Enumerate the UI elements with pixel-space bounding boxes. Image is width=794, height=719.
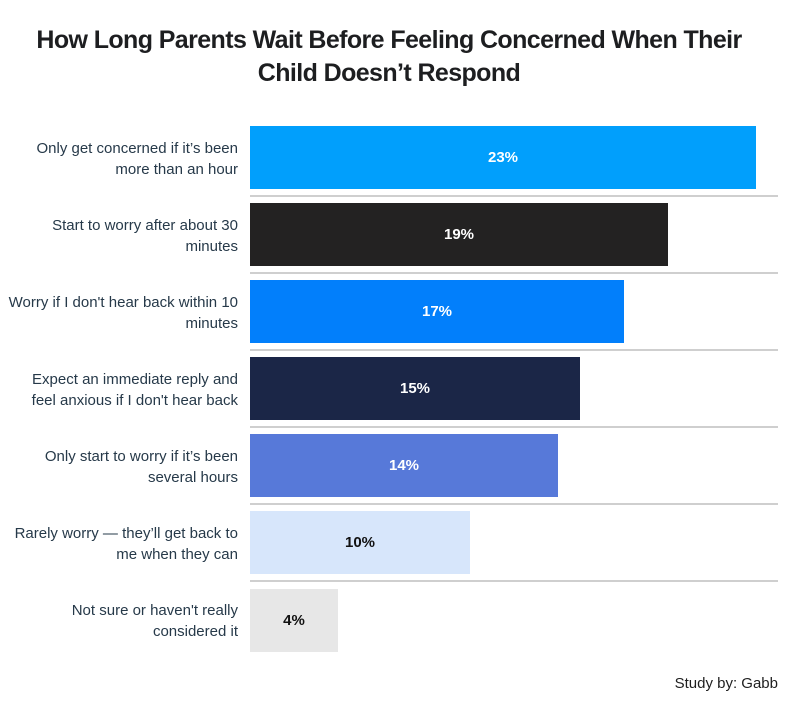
row-plot-area: 10% [250,505,778,582]
bar-chart: Only get concerned if it’s been more tha… [0,120,778,659]
row-plot-area: 14% [250,428,778,505]
value-label: 15% [399,380,431,397]
bar: 23% [250,126,756,189]
chart-title: How Long Parents Wait Before Feeling Con… [36,26,742,87]
bar-row: Rarely worry — they’ll get back to me wh… [0,505,778,582]
bar-row: Start to worry after about 30 minutes 19… [0,197,778,274]
bar-row: Not sure or haven't really considered it… [0,582,778,659]
category-label: Not sure or haven't really considered it [71,601,238,640]
row-plot-area: 19% [250,197,778,274]
bar-row: Worry if I don't hear back within 10 min… [0,274,778,351]
value-label: 14% [388,457,420,474]
bar: 15% [250,357,580,420]
value-label: 10% [344,534,376,551]
category-label: Expect an immediate reply and feel anxio… [31,370,238,409]
category-label: Only start to worry if it’s been several… [44,447,238,486]
row-plot-area: 4% [250,582,778,659]
bar: 14% [250,434,558,497]
bar: 10% [250,511,470,574]
category-label: Only get concerned if it’s been more tha… [36,139,238,178]
value-label: 19% [443,226,475,243]
bar: 17% [250,280,624,343]
row-plot-area: 15% [250,351,778,428]
value-label: 4% [283,612,305,629]
value-label: 23% [487,149,519,166]
source-credit: Study by: Gabb [674,675,778,692]
value-label: 17% [421,303,453,320]
bar: 19% [250,203,668,266]
category-label: Start to worry after about 30 minutes [52,216,238,255]
category-label: Worry if I don't hear back within 10 min… [8,293,238,332]
row-plot-area: 17% [250,274,778,351]
bar-row: Only start to worry if it’s been several… [0,428,778,505]
bar-row: Only get concerned if it’s been more tha… [0,120,778,197]
bar: 4% [250,589,338,652]
category-label: Rarely worry — they’ll get back to me wh… [14,524,238,563]
bar-row: Expect an immediate reply and feel anxio… [0,351,778,428]
row-plot-area: 23% [250,120,778,197]
